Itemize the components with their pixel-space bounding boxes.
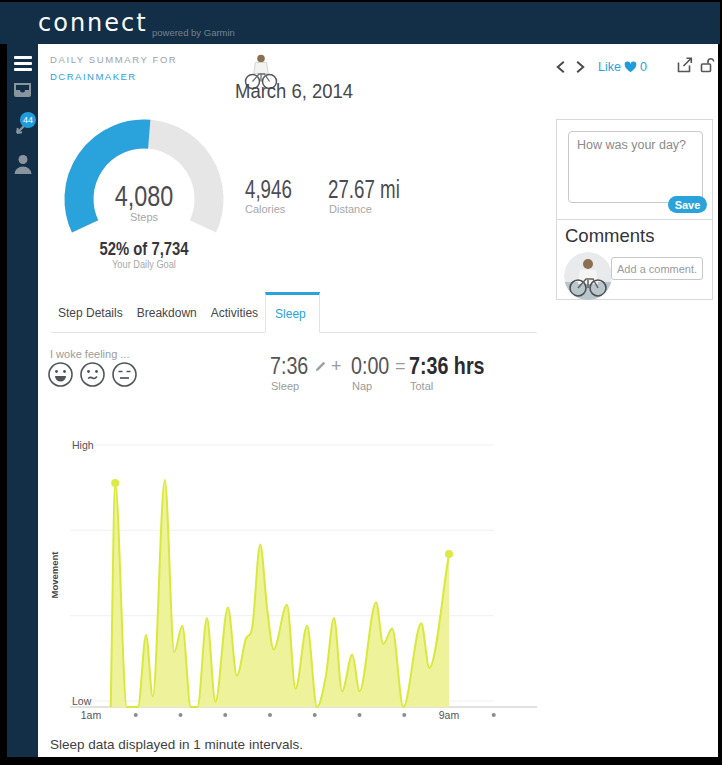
share-icon <box>677 57 693 73</box>
tab-sleep[interactable]: Sleep <box>265 292 320 333</box>
tab-breakdown[interactable]: Breakdown <box>130 292 204 332</box>
goal-progress: 52% of 7,734 <box>82 238 207 260</box>
hamburger-icon <box>14 55 32 71</box>
feeling-options <box>47 361 138 388</box>
share-button[interactable] <box>677 57 693 77</box>
calories-label: Calories <box>245 203 285 215</box>
powered-by-garmin-label: powered by Garmin <box>152 27 235 38</box>
plus-sign: + <box>331 356 342 377</box>
total-label: Total <box>410 380 433 392</box>
sleep-label: Sleep <box>271 380 299 392</box>
equals-sign: = <box>395 356 406 377</box>
nap-hours-value: 0:00 <box>351 352 389 380</box>
prev-day-button[interactable] <box>556 59 565 77</box>
main-content: DAILY SUMMARY FOR DCRAINMAKER March 6, 2… <box>38 44 718 757</box>
svg-text:1am: 1am <box>81 709 102 721</box>
y-axis-title: Movement <box>49 551 60 599</box>
tab-activities[interactable]: Activities <box>204 292 265 332</box>
next-day-button[interactable] <box>576 59 585 77</box>
y-axis-high-label: High <box>72 439 94 451</box>
inbox-button[interactable] <box>7 83 38 100</box>
save-button[interactable]: Save <box>668 196 707 213</box>
daily-summary-label: DAILY SUMMARY FOR <box>50 54 177 65</box>
comments-title: Comments <box>565 225 654 247</box>
distance-label: Distance <box>329 203 372 215</box>
profile-button[interactable] <box>7 154 38 174</box>
notification-badge: 44 <box>20 112 36 128</box>
steps-value: 4,080 <box>97 179 191 213</box>
like-label[interactable]: Like <box>598 60 621 74</box>
like-count: 0 <box>640 60 647 74</box>
nap-label: Nap <box>352 380 372 392</box>
inbox-icon <box>12 83 33 100</box>
comment-avatar <box>564 252 612 300</box>
steps-label: Steps <box>84 211 204 223</box>
left-sidebar: 44 <box>7 44 38 757</box>
card-divider <box>557 219 712 220</box>
day-note-input[interactable] <box>568 131 703 203</box>
calories-value: 4,946 <box>245 174 292 205</box>
connect-logo[interactable]: connect <box>38 9 148 37</box>
unlock-icon <box>700 57 715 73</box>
connections-button[interactable]: 44 <box>7 117 38 137</box>
username-link[interactable]: DCRAINMAKER <box>50 71 137 82</box>
sleep-movement-chart: High Low Movement 1am 9am <box>45 434 540 734</box>
smiley-happy-icon[interactable] <box>47 361 74 388</box>
smiley-tired-icon[interactable] <box>111 361 138 388</box>
woke-feeling-label: I woke feeling ... <box>50 348 130 360</box>
chart-footnote: Sleep data displayed in 1 minute interva… <box>50 737 303 752</box>
goal-label: Your Daily Goal <box>74 258 215 270</box>
sleep-hours-value: 7:36 <box>270 352 308 380</box>
total-hours-value: 7:36 hrs <box>409 352 484 380</box>
day-note-card: Save Comments <box>556 119 713 300</box>
page-date: March 6, 2014 <box>204 79 384 103</box>
distance-value: 27.67 mi <box>328 174 400 205</box>
heart-icon <box>624 61 637 73</box>
top-navbar: connect powered by Garmin <box>0 2 720 44</box>
like-control[interactable]: Like 0 <box>598 60 647 74</box>
detail-tabs: Step Details Breakdown Activities Sleep <box>51 292 537 333</box>
svg-text:9am: 9am <box>439 709 460 721</box>
privacy-button[interactable] <box>700 57 715 77</box>
tab-step-details[interactable]: Step Details <box>51 292 130 332</box>
person-icon <box>13 154 33 174</box>
y-axis-low-label: Low <box>72 695 92 707</box>
add-comment-input[interactable] <box>611 257 703 280</box>
smiley-neutral-icon[interactable] <box>79 361 106 388</box>
edit-pencil-icon[interactable] <box>315 360 327 372</box>
menu-button[interactable] <box>7 55 38 71</box>
